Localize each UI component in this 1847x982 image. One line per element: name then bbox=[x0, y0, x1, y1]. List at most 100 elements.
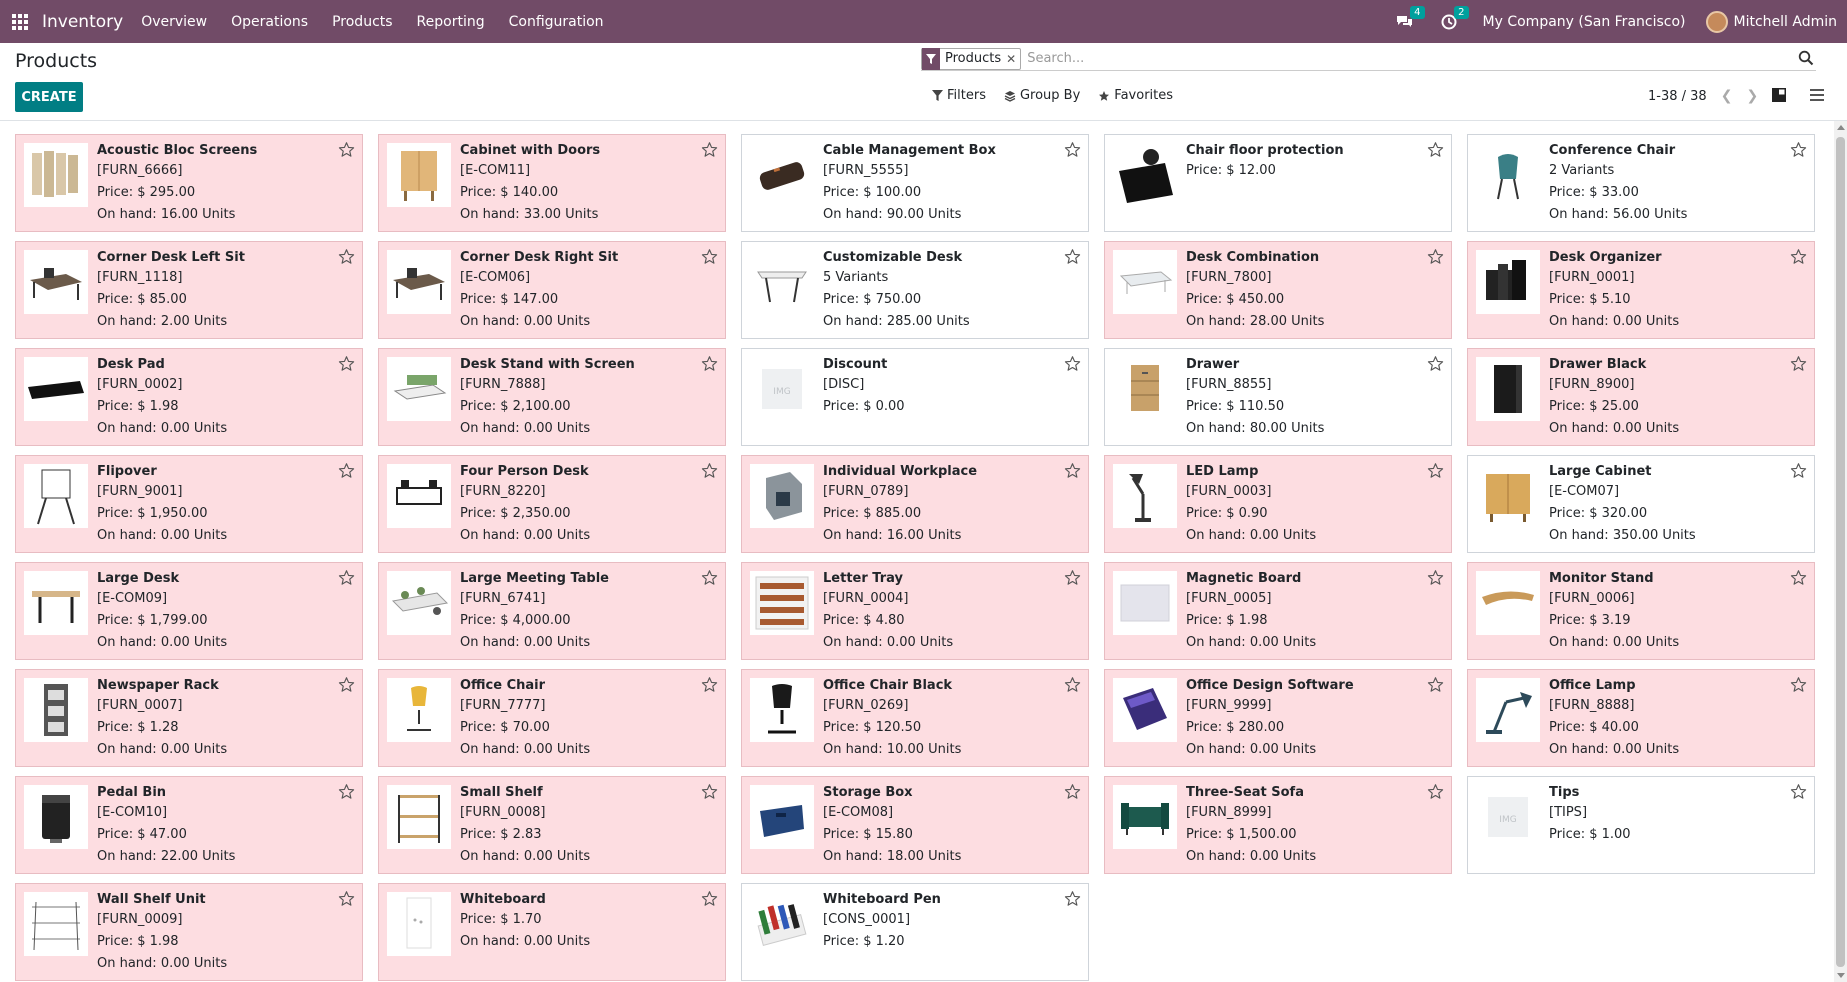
activities-clock-icon[interactable]: 2 bbox=[1439, 5, 1469, 32]
favorite-star-icon[interactable] bbox=[338, 783, 355, 800]
favorite-star-icon[interactable] bbox=[1427, 783, 1444, 800]
favorite-star-icon[interactable] bbox=[1064, 569, 1081, 586]
favorite-star-icon[interactable] bbox=[1064, 783, 1081, 800]
favorite-star-icon[interactable] bbox=[338, 248, 355, 265]
product-card-chair-floor-protection[interactable]: Chair floor protection Price: $ 12.00 bbox=[1104, 134, 1452, 232]
scroll-up-arrow-icon[interactable] bbox=[1837, 125, 1845, 130]
product-card-office-chair-black[interactable]: Office Chair Black [FURN_0269] Price: $ 12… bbox=[741, 669, 1089, 767]
product-card-letter-tray[interactable]: Letter Tray [FURN_0004] Price: $ 4.80 On ha… bbox=[741, 562, 1089, 660]
favorite-star-icon[interactable] bbox=[1064, 462, 1081, 479]
product-card-drawer-black[interactable]: Drawer Black [FURN_8900] Price: $ 25.00 On … bbox=[1467, 348, 1815, 446]
apps-menu-icon[interactable] bbox=[12, 13, 28, 30]
favorite-star-icon[interactable] bbox=[1790, 676, 1807, 693]
favorite-star-icon[interactable] bbox=[1427, 355, 1444, 372]
pager-previous-icon[interactable]: ❮ bbox=[1720, 88, 1733, 104]
product-card-desk-pad[interactable]: Desk Pad [FURN_0002] Price: $ 1.98 On hand:… bbox=[15, 348, 363, 446]
pager-value[interactable]: 1-38 / 38 bbox=[1648, 88, 1707, 104]
favorite-star-icon[interactable] bbox=[701, 248, 718, 265]
menu-overview[interactable]: Overview bbox=[141, 13, 208, 30]
favorite-star-icon[interactable] bbox=[701, 890, 718, 907]
filters-dropdown[interactable]: Filters bbox=[932, 88, 986, 103]
product-card-office-chair[interactable]: Office Chair [FURN_7777] Price: $ 70.00 On … bbox=[378, 669, 726, 767]
favorite-star-icon[interactable] bbox=[1427, 676, 1444, 693]
app-name[interactable]: Inventory bbox=[42, 11, 124, 32]
product-card-office-design-software[interactable]: Office Design Software [FURN_9999] Price: … bbox=[1104, 669, 1452, 767]
favorite-star-icon[interactable] bbox=[338, 462, 355, 479]
product-card-wall-shelf-unit[interactable]: Wall Shelf Unit [FURN_0009] Price: $ 1.98 O… bbox=[15, 883, 363, 981]
product-card-magnetic-board[interactable]: Magnetic Board [FURN_0005] Price: $ 1.98 On… bbox=[1104, 562, 1452, 660]
product-card-drawer[interactable]: Drawer [FURN_8855] Price: $ 110.50 On hand:… bbox=[1104, 348, 1452, 446]
product-card-acoustic-bloc-screens[interactable]: Acoustic Bloc Screens [FURN_6666] Price: $… bbox=[15, 134, 363, 232]
favorite-star-icon[interactable] bbox=[1064, 355, 1081, 372]
product-card-large-meeting-table[interactable]: Large Meeting Table [FURN_6741] Price: $ 4… bbox=[378, 562, 726, 660]
favorite-star-icon[interactable] bbox=[1427, 569, 1444, 586]
facet-remove-icon[interactable]: ✕ bbox=[1006, 51, 1017, 66]
favorite-star-icon[interactable] bbox=[338, 141, 355, 158]
favorite-star-icon[interactable] bbox=[1064, 676, 1081, 693]
company-switcher[interactable]: My Company (San Francisco) bbox=[1482, 13, 1686, 30]
favorite-star-icon[interactable] bbox=[1427, 248, 1444, 265]
favorite-star-icon[interactable] bbox=[701, 676, 718, 693]
favorite-star-icon[interactable] bbox=[338, 355, 355, 372]
scroll-down-arrow-icon[interactable] bbox=[1837, 973, 1845, 978]
product-card-three-seat-sofa[interactable]: Three-Seat Sofa [FURN_8999] Price: $ 1,500… bbox=[1104, 776, 1452, 874]
favorite-star-icon[interactable] bbox=[1790, 248, 1807, 265]
favorite-star-icon[interactable] bbox=[338, 569, 355, 586]
product-card-whiteboard-pen[interactable]: Whiteboard Pen [CONS_0001] Price: $ 1.20 bbox=[741, 883, 1089, 981]
product-card-newspaper-rack[interactable]: Newspaper Rack [FURN_0007] Price: $ 1.28 On… bbox=[15, 669, 363, 767]
favorite-star-icon[interactable] bbox=[1790, 569, 1807, 586]
favorite-star-icon[interactable] bbox=[1427, 141, 1444, 158]
product-card-tips[interactable]: IMG Tips [TIPS] Price: $ 1.00 bbox=[1467, 776, 1815, 874]
favorite-star-icon[interactable] bbox=[338, 676, 355, 693]
favorite-star-icon[interactable] bbox=[1427, 462, 1444, 479]
product-card-monitor-stand[interactable]: Monitor Stand [FURN_0006] Price: $ 3.19 On … bbox=[1467, 562, 1815, 660]
favorites-dropdown[interactable]: Favorites bbox=[1098, 88, 1173, 103]
kanban-view-icon[interactable] bbox=[1770, 86, 1788, 104]
favorite-star-icon[interactable] bbox=[701, 783, 718, 800]
product-card-corner-desk-right-sit[interactable]: Corner Desk Right Sit [E-COM06] Price: $ 1… bbox=[378, 241, 726, 339]
list-view-icon[interactable] bbox=[1808, 86, 1826, 104]
product-card-four-person-desk[interactable]: Four Person Desk [FURN_8220] Price: $ 2,35… bbox=[378, 455, 726, 553]
product-card-large-cabinet[interactable]: Large Cabinet [E-COM07] Price: $ 320.00 On … bbox=[1467, 455, 1815, 553]
pager-next-icon[interactable]: ❯ bbox=[1746, 88, 1759, 104]
product-card-desk-organizer[interactable]: Desk Organizer [FURN_0001] Price: $ 5.10 On… bbox=[1467, 241, 1815, 339]
favorite-star-icon[interactable] bbox=[1064, 890, 1081, 907]
search-icon[interactable] bbox=[1798, 50, 1814, 66]
favorite-star-icon[interactable] bbox=[701, 141, 718, 158]
product-card-large-desk[interactable]: Large Desk [E-COM09] Price: $ 1,799.00 On h… bbox=[15, 562, 363, 660]
product-card-conference-chair[interactable]: Conference Chair 2 Variants Price: $ 33.00… bbox=[1467, 134, 1815, 232]
product-card-small-shelf[interactable]: Small Shelf [FURN_0008] Price: $ 2.83 On ha… bbox=[378, 776, 726, 874]
product-card-desk-stand-with-screen[interactable]: Desk Stand with Screen [FURN_7888] Price: … bbox=[378, 348, 726, 446]
product-card-led-lamp[interactable]: LED Lamp [FURN_0003] Price: $ 0.90 On hand:… bbox=[1104, 455, 1452, 553]
favorite-star-icon[interactable] bbox=[1064, 141, 1081, 158]
vertical-scrollbar[interactable] bbox=[1834, 121, 1847, 982]
menu-configuration[interactable]: Configuration bbox=[508, 13, 604, 30]
menu-operations[interactable]: Operations bbox=[231, 13, 309, 30]
menu-reporting[interactable]: Reporting bbox=[416, 13, 485, 30]
product-card-cabinet-with-doors[interactable]: Cabinet with Doors [E-COM11] Price: $ 140.… bbox=[378, 134, 726, 232]
favorite-star-icon[interactable] bbox=[1790, 462, 1807, 479]
create-button[interactable]: CREATE bbox=[15, 82, 83, 112]
product-card-office-lamp[interactable]: Office Lamp [FURN_8888] Price: $ 40.00 On h… bbox=[1467, 669, 1815, 767]
favorite-star-icon[interactable] bbox=[1064, 248, 1081, 265]
product-card-pedal-bin[interactable]: Pedal Bin [E-COM10] Price: $ 47.00 On hand:… bbox=[15, 776, 363, 874]
favorite-star-icon[interactable] bbox=[338, 890, 355, 907]
product-card-desk-combination[interactable]: Desk Combination [FURN_7800] Price: $ 450.… bbox=[1104, 241, 1452, 339]
favorite-star-icon[interactable] bbox=[701, 569, 718, 586]
product-card-individual-workplace[interactable]: Individual Workplace [FURN_0789] Price: $ … bbox=[741, 455, 1089, 553]
product-card-whiteboard[interactable]: Whiteboard Price: $ 1.70 On hand: 0.00 Uni… bbox=[378, 883, 726, 981]
favorite-star-icon[interactable] bbox=[1790, 355, 1807, 372]
favorite-star-icon[interactable] bbox=[1790, 141, 1807, 158]
product-card-cable-management-box[interactable]: Cable Management Box [FURN_5555] Price: $ … bbox=[741, 134, 1089, 232]
product-card-flipover[interactable]: Flipover [FURN_9001] Price: $ 1,950.00 On h… bbox=[15, 455, 363, 553]
group-by-dropdown[interactable]: Group By bbox=[1004, 88, 1080, 103]
user-avatar[interactable] bbox=[1705, 10, 1728, 33]
menu-products[interactable]: Products bbox=[332, 13, 393, 30]
product-card-corner-desk-left-sit[interactable]: Corner Desk Left Sit [FURN_1118] Price: $ … bbox=[15, 241, 363, 339]
user-menu[interactable]: Mitchell Admin bbox=[1733, 13, 1838, 30]
favorite-star-icon[interactable] bbox=[701, 462, 718, 479]
messages-icon[interactable]: 4 bbox=[1395, 5, 1425, 32]
search-input[interactable] bbox=[1027, 51, 1808, 66]
product-card-discount[interactable]: IMG Discount [DISC] Price: $ 0.00 bbox=[741, 348, 1089, 446]
scroll-thumb[interactable] bbox=[1836, 137, 1845, 967]
